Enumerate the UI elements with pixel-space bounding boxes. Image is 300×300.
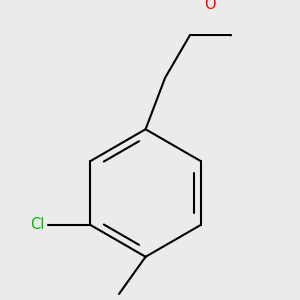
- Text: Cl: Cl: [30, 218, 44, 232]
- Text: O: O: [204, 0, 216, 12]
